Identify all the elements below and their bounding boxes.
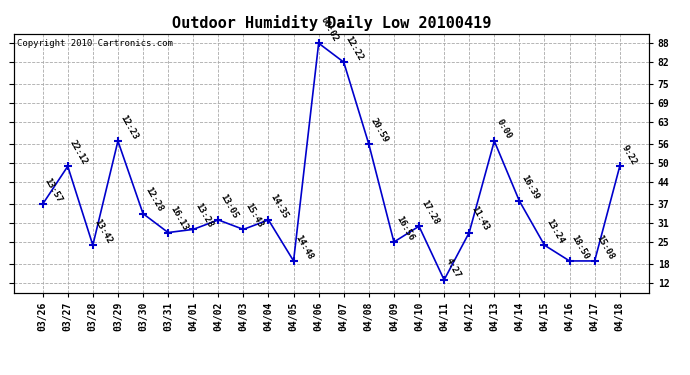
Text: 13:28: 13:28 (193, 202, 215, 229)
Text: 13:42: 13:42 (93, 217, 114, 245)
Text: 14:35: 14:35 (268, 192, 290, 220)
Text: 13:57: 13:57 (43, 176, 64, 204)
Text: 16:39: 16:39 (520, 173, 540, 201)
Text: 12:22: 12:22 (344, 34, 365, 62)
Title: Outdoor Humidity Daily Low 20100419: Outdoor Humidity Daily Low 20100419 (172, 15, 491, 31)
Text: 11:43: 11:43 (469, 205, 491, 232)
Text: 0:00: 0:00 (494, 118, 513, 141)
Text: 14:48: 14:48 (293, 233, 315, 261)
Text: 17:28: 17:28 (419, 198, 440, 226)
Text: 12:28: 12:28 (143, 186, 164, 214)
Text: 20:59: 20:59 (369, 116, 390, 144)
Text: 00:02: 00:02 (319, 15, 340, 43)
Text: 22:12: 22:12 (68, 138, 89, 166)
Text: 15:08: 15:08 (595, 233, 616, 261)
Text: 13:24: 13:24 (544, 217, 566, 245)
Text: 12:23: 12:23 (118, 113, 139, 141)
Text: Copyright 2010 Cartronics.com: Copyright 2010 Cartronics.com (17, 39, 173, 48)
Text: 16:13: 16:13 (168, 205, 189, 232)
Text: 18:50: 18:50 (569, 233, 591, 261)
Text: 15:43: 15:43 (244, 202, 264, 229)
Text: 4:27: 4:27 (444, 257, 463, 280)
Text: 13:05: 13:05 (218, 192, 239, 220)
Text: 9:22: 9:22 (620, 143, 638, 166)
Text: 16:56: 16:56 (394, 214, 415, 242)
